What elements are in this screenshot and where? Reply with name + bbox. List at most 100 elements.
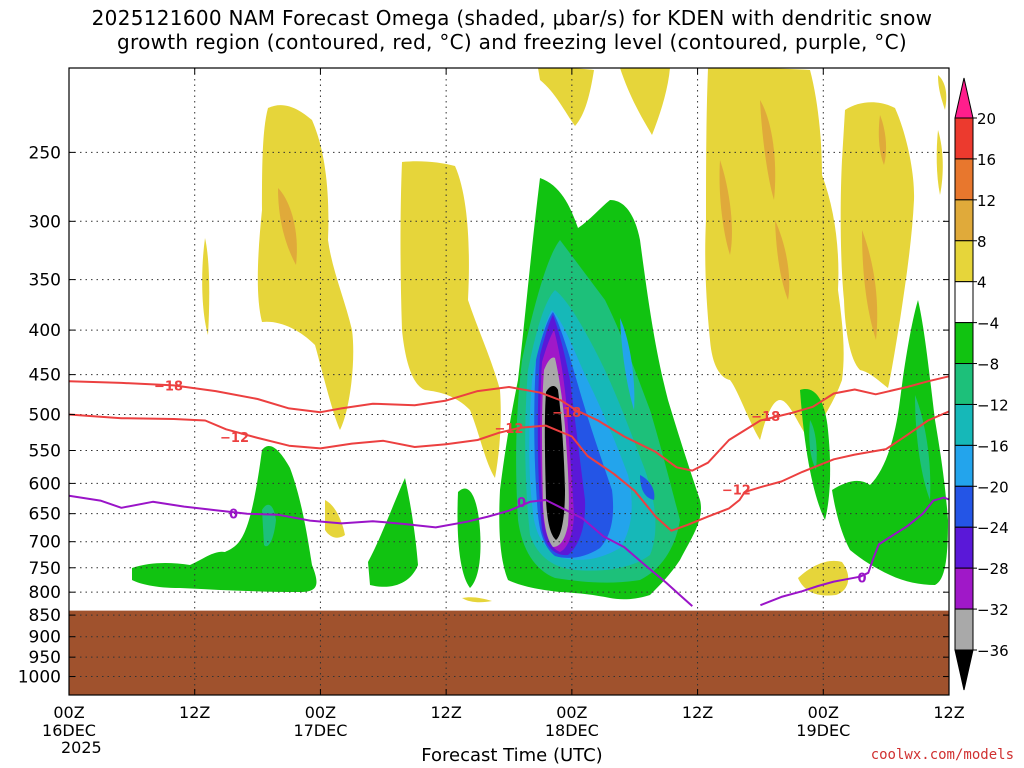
- colorbar-band: [954, 281, 974, 324]
- credit-text: coolwx.com/models: [870, 747, 1014, 763]
- freezing-0-contour: [68, 494, 693, 607]
- colorbar-label: 12: [977, 192, 996, 210]
- x-tick-label: 12Z: [179, 703, 210, 722]
- shade-orange-region: [760, 100, 776, 200]
- y-tick-label: 800: [29, 583, 61, 603]
- shade-yellow-region: [462, 597, 492, 603]
- colorbar-label: −4: [977, 315, 999, 333]
- x-axis-label: Forecast Time (UTC): [421, 745, 603, 766]
- shade-yellow-region: [620, 68, 670, 135]
- y-tick-label: 750: [29, 559, 61, 579]
- shade-teal-green-region: [809, 420, 817, 470]
- y-tick-label: 550: [29, 442, 61, 462]
- gridlines: [69, 68, 949, 695]
- y-tick-label: 900: [29, 628, 61, 648]
- shade-yellow-region: [325, 500, 345, 538]
- x-tick-sublabel: 17DEC: [293, 721, 347, 740]
- colorbar-bottom-arrow: [954, 649, 974, 691]
- y-tick-label: 700: [29, 533, 61, 553]
- y-tick-label: 600: [29, 474, 61, 494]
- contour-label: −12: [495, 422, 524, 437]
- y-tick-label: 450: [29, 366, 61, 386]
- shade-yellow-region: [936, 130, 943, 195]
- shade-yellow-region: [798, 560, 849, 596]
- colorbar-label: −16: [977, 437, 1009, 455]
- contour-label: −18: [751, 410, 780, 425]
- colorbar-label: −36: [977, 642, 1009, 660]
- colorbar-band: [954, 240, 974, 283]
- colorbar-label: −12: [977, 396, 1009, 414]
- y-tick-label: 350: [29, 271, 61, 291]
- shade-teal-green-region: [915, 395, 931, 500]
- y-tick-label: 400: [29, 321, 61, 341]
- y-tick-label: 300: [29, 212, 61, 232]
- colorbar-band: [954, 117, 974, 160]
- chart-title-line-1: 2025121600 NAM Forecast Omega (shaded, μ…: [91, 6, 933, 30]
- y-tick-label: 1000: [18, 668, 61, 688]
- ground-surface: [69, 610, 949, 695]
- shade-orange-region: [719, 160, 732, 255]
- chart-title: 2025121600 NAM Forecast Omega (shaded, μ…: [0, 6, 1024, 54]
- contour-label: 0: [858, 572, 867, 587]
- colorbar-label: −8: [977, 356, 999, 374]
- shade-orange-region: [775, 220, 790, 300]
- shade-yellow-region: [257, 105, 354, 430]
- x-tick-sublabel: 16DEC: [42, 721, 96, 740]
- x-tick-label: 12Z: [933, 703, 964, 722]
- shade-yellow-region: [840, 102, 915, 388]
- contour-label: −18: [552, 406, 581, 421]
- contour-label: −12: [220, 431, 249, 446]
- contour-label: 0: [229, 508, 238, 523]
- colorbar-band: [954, 444, 974, 487]
- shade-orange-region: [862, 230, 878, 340]
- contour-label: −18: [154, 379, 183, 394]
- x-tick-label: 00Z: [556, 703, 587, 722]
- shade-yellow-region: [538, 68, 594, 126]
- x-tick-sublabel: 18DEC: [545, 721, 599, 740]
- y-tick-label: 250: [29, 143, 61, 163]
- shade-yellow-region: [938, 75, 947, 110]
- y-tick-label: 500: [29, 405, 61, 425]
- x-tick-label: 12Z: [430, 703, 461, 722]
- shade-green-region: [132, 446, 317, 592]
- y-axis: 2503003504004505005506006507007508008509…: [18, 143, 949, 688]
- shade-blue-region: [640, 475, 655, 500]
- colorbar-label: 4: [977, 274, 987, 292]
- colorbar-label: −24: [977, 519, 1009, 537]
- contours: [68, 375, 950, 607]
- dsg-minus12-contour: [68, 410, 950, 532]
- colorbar-top-arrow: [954, 77, 974, 119]
- freezing-0-east-contour: [760, 496, 950, 607]
- y-tick-label: 950: [29, 648, 61, 668]
- colorbar-band: [954, 322, 974, 365]
- x-tick-label: 00Z: [53, 703, 84, 722]
- dsg-minus18-contour: [68, 375, 950, 472]
- colorbar-label: −28: [977, 560, 1009, 578]
- x-tick-sublabel: 19DEC: [796, 721, 850, 740]
- colorbar-band: [954, 526, 974, 569]
- colorbar-band: [954, 199, 974, 242]
- contour-label: 0: [517, 496, 526, 511]
- omega-shading: [132, 68, 948, 603]
- colorbar-label: −20: [977, 478, 1009, 496]
- colorbar-label: 16: [977, 151, 996, 169]
- colorbar-band: [954, 485, 974, 528]
- shade-yellow-region: [400, 161, 501, 478]
- colorbar-band: [954, 608, 974, 651]
- shade-orange-region: [278, 188, 297, 265]
- y-tick-label: 850: [29, 606, 61, 626]
- shade-green-region: [368, 478, 418, 587]
- colorbar-band: [954, 363, 974, 405]
- colorbar-band: [954, 403, 974, 446]
- shade-yellow-region: [202, 238, 210, 335]
- chart-title-line-2: growth region (contoured, red, °C) and f…: [117, 30, 907, 54]
- shade-light-blue-region: [620, 318, 635, 410]
- colorbar-band: [954, 158, 974, 201]
- y-tick-label: 650: [29, 505, 61, 525]
- colorbar-label: −32: [977, 601, 1009, 619]
- colorbar: 20 16 12 8 4 −4 −8 −12 −16 −20 −24 −28 −32 −36: [954, 77, 1009, 691]
- contour-labels: −18 −18 −18 −12 −12 −12 0 0 0: [154, 379, 867, 587]
- colorbar-band: [954, 567, 974, 610]
